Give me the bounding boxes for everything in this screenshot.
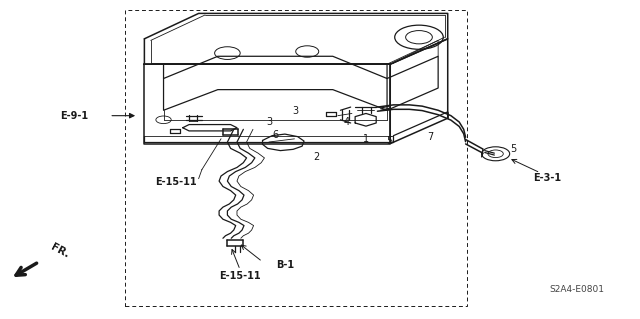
Text: B-1: B-1	[276, 260, 294, 270]
Text: 5: 5	[386, 136, 392, 146]
Text: 3: 3	[266, 117, 272, 127]
Text: 5: 5	[509, 144, 516, 154]
Text: FR.: FR.	[49, 241, 70, 260]
Text: 6: 6	[272, 130, 278, 140]
Text: 3: 3	[292, 106, 299, 116]
Text: 2: 2	[314, 152, 320, 162]
Text: E-9-1: E-9-1	[60, 111, 88, 121]
Text: 7: 7	[427, 132, 433, 142]
Bar	[125, 10, 467, 306]
Text: E-3-1: E-3-1	[532, 173, 561, 183]
Text: E-15-11: E-15-11	[220, 271, 261, 281]
Text: S2A4-E0801: S2A4-E0801	[549, 285, 604, 294]
Text: E-15-11: E-15-11	[156, 177, 197, 187]
Text: 4: 4	[344, 117, 350, 127]
Text: 1: 1	[363, 134, 369, 144]
